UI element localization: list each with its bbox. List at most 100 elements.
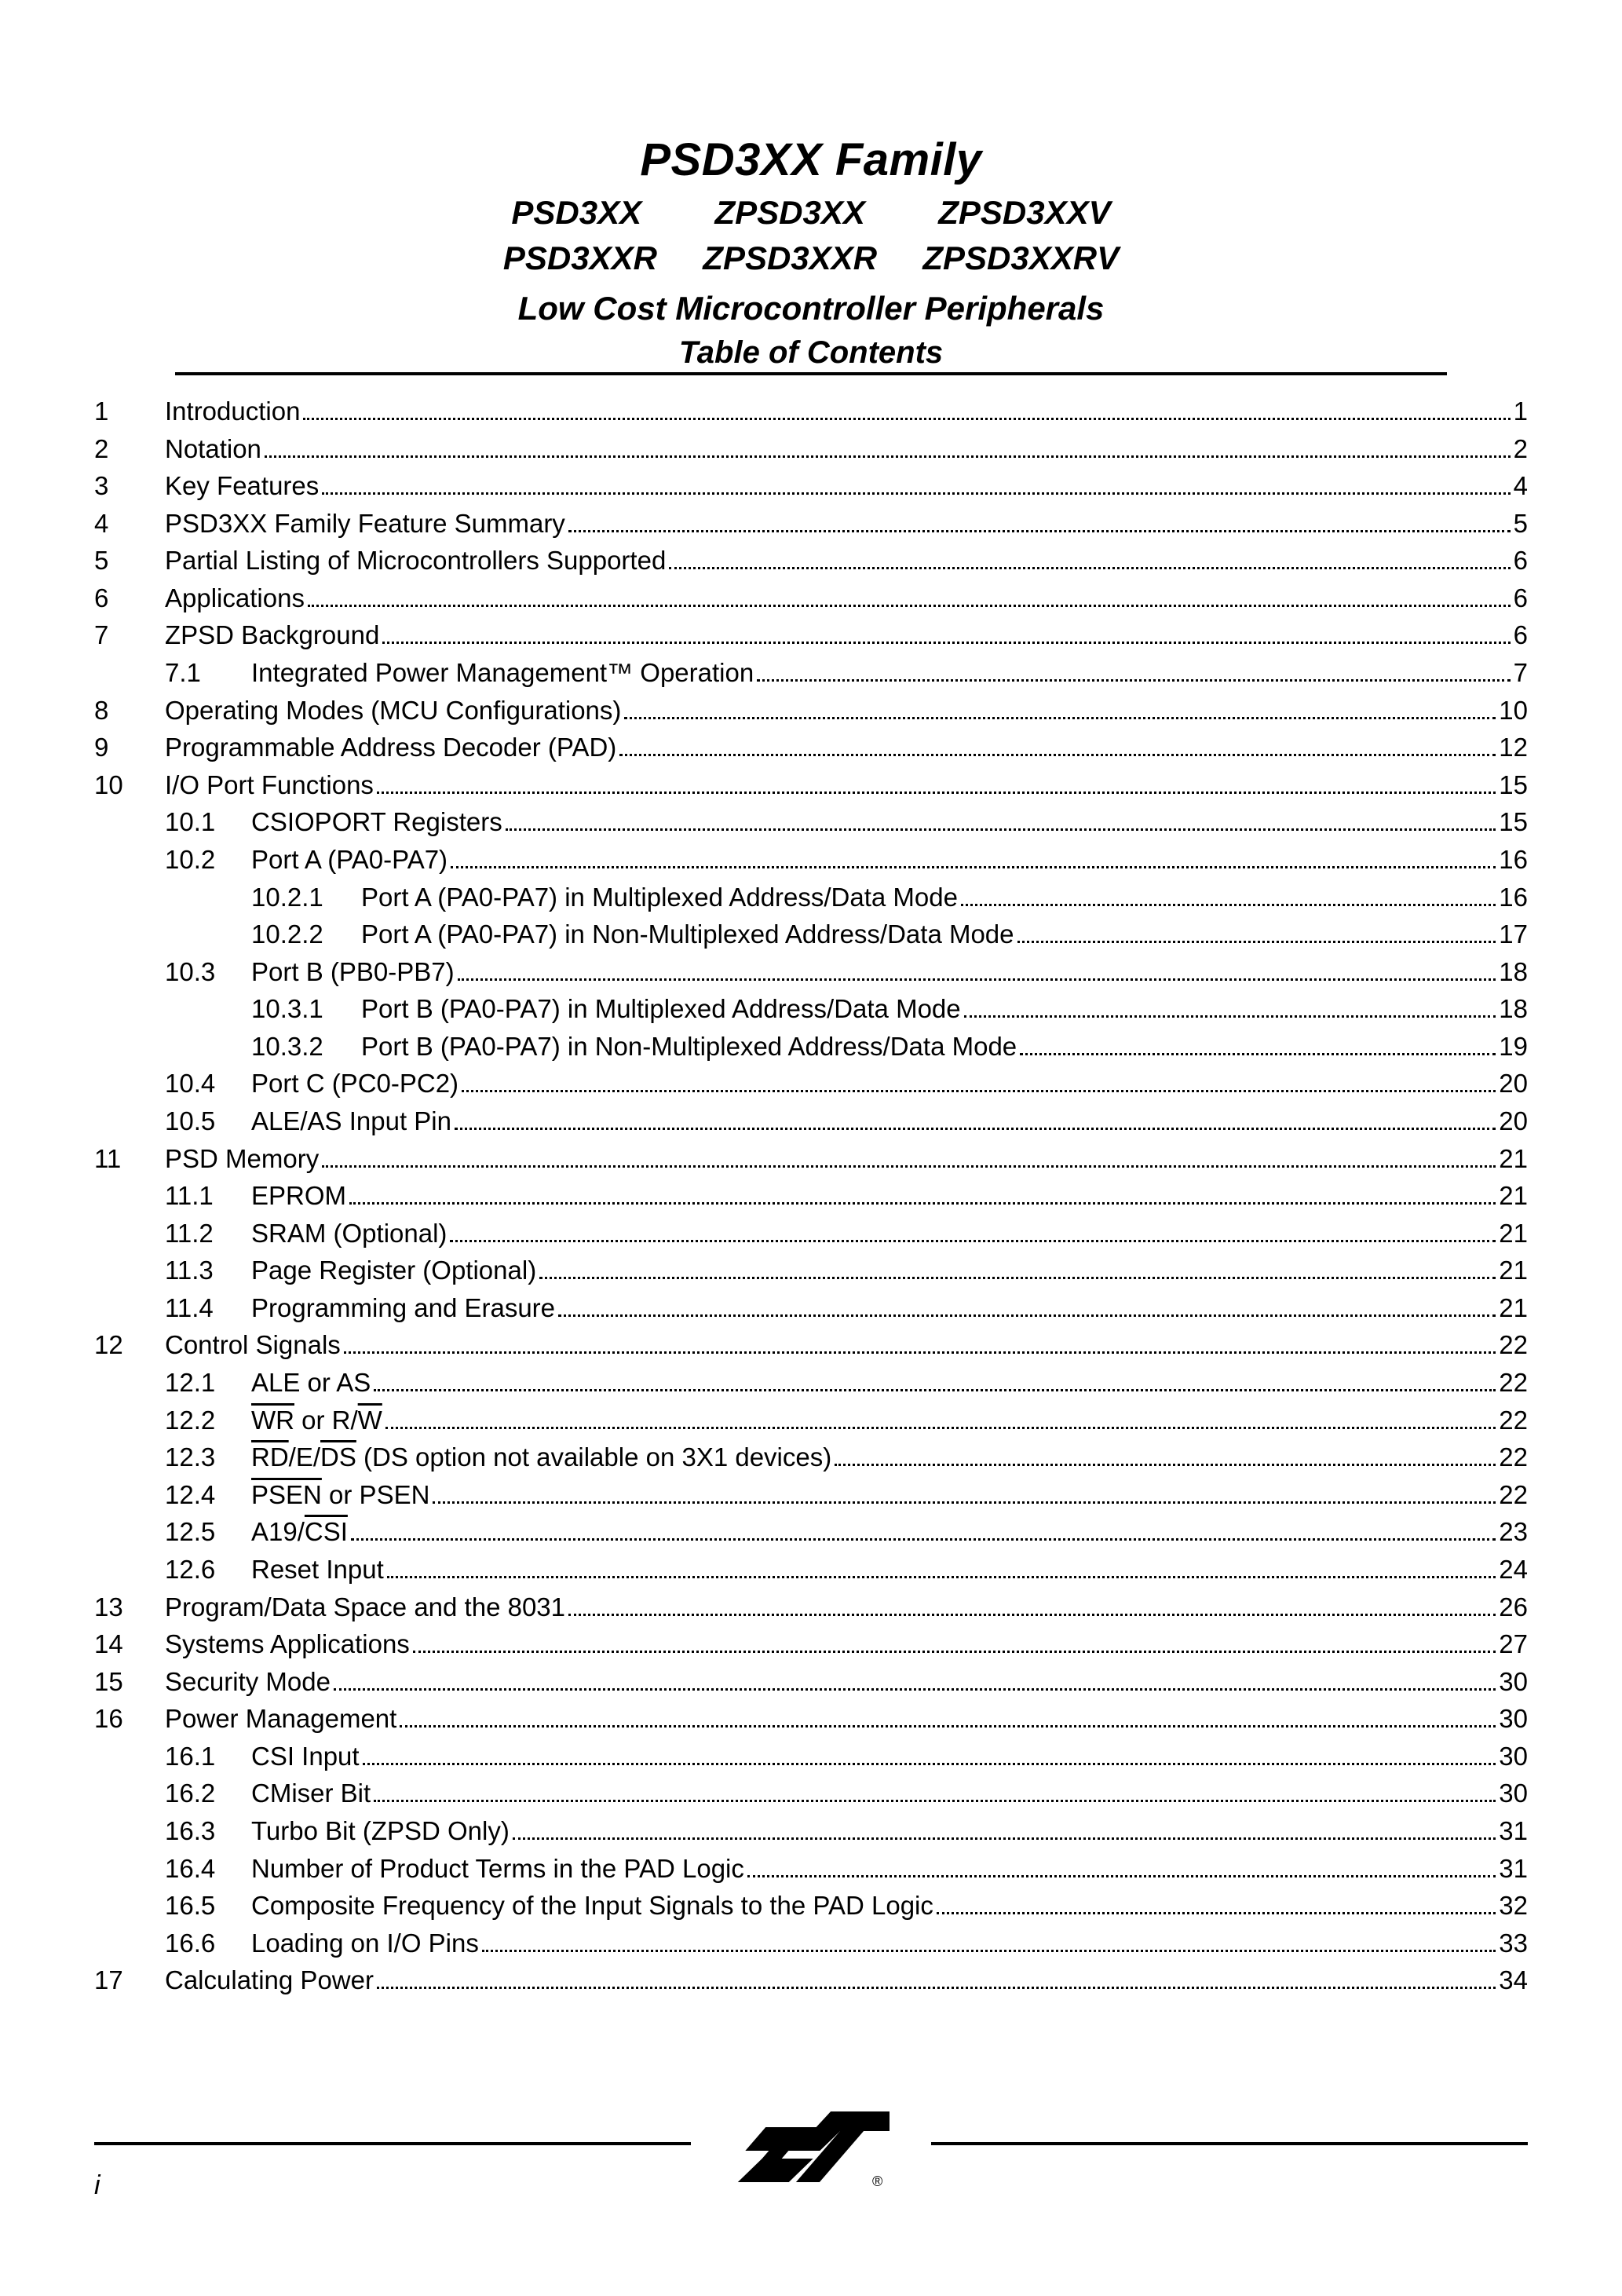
- toc-entry[interactable]: 16Power Management 30: [94, 1703, 1528, 1735]
- toc-subnumber: 10.2: [165, 844, 251, 876]
- toc-entry[interactable]: 3Key Features4: [94, 470, 1528, 503]
- toc-entry[interactable]: 10.3.1Port B (PA0-PA7) in Multiplexed Ad…: [94, 993, 1528, 1026]
- toc-entry[interactable]: 5Partial Listing of Microcontrollers Sup…: [94, 545, 1528, 577]
- toc-leader-dots: [757, 679, 1510, 682]
- toc-entry[interactable]: 10.4Port C (PC0-PC2)20: [94, 1068, 1528, 1100]
- toc-text: Port B (PA0-PA7) in Multiplexed Address/…: [361, 993, 961, 1026]
- toc-entry[interactable]: 12.5A19/CSI23: [94, 1516, 1528, 1548]
- toc-entry[interactable]: 10.3Port B (PB0-PB7)18: [94, 956, 1528, 989]
- toc-entry[interactable]: 12.3RD/E/DS (DS option not available on …: [94, 1442, 1528, 1474]
- toc-subnumber: 11.1: [165, 1180, 251, 1212]
- toc-leader-dots: [334, 1688, 1496, 1691]
- toc-leader-dots: [669, 567, 1510, 569]
- toc-entry[interactable]: 16.1CSI Input30: [94, 1741, 1528, 1773]
- toc-leader-dots: [558, 1314, 1496, 1317]
- toc-entry[interactable]: 10.3.2Port B (PA0-PA7) in Non-Multiplexe…: [94, 1031, 1528, 1063]
- toc-entry[interactable]: 9Programmable Address Decoder (PAD)12: [94, 732, 1528, 764]
- toc-entry[interactable]: 12.1ALE or AS22: [94, 1367, 1528, 1399]
- toc-text: ALE/AS Input Pin: [251, 1106, 451, 1138]
- toc-leader-dots: [344, 1351, 1496, 1354]
- toc-page: 34: [1499, 1965, 1528, 1997]
- toc-entry[interactable]: 13Program/Data Space and the 8031 26: [94, 1592, 1528, 1624]
- toc-number: 12: [94, 1329, 165, 1362]
- toc-number: 17: [94, 1965, 165, 1997]
- toc-entry[interactable]: 16.4Number of Product Terms in the PAD L…: [94, 1853, 1528, 1885]
- toc-entry[interactable]: 14Systems Applications27: [94, 1629, 1528, 1661]
- toc-page: 20: [1499, 1106, 1528, 1138]
- toc-text: Port C (PC0-PC2): [251, 1068, 458, 1100]
- toc-entry[interactable]: 16.3Turbo Bit (ZPSD Only)31: [94, 1815, 1528, 1848]
- toc-page: 6: [1514, 545, 1528, 577]
- doc-subtitle: Low Cost Microcontroller Peripherals: [94, 290, 1528, 327]
- toc-entry[interactable]: 11.3Page Register (Optional)21: [94, 1255, 1528, 1287]
- toc-entry[interactable]: 12.2WR or R/W22: [94, 1405, 1528, 1437]
- toc-entry[interactable]: 10.5ALE/AS Input Pin20: [94, 1106, 1528, 1138]
- toc-entry[interactable]: 10.2.1Port A (PA0-PA7) in Multiplexed Ad…: [94, 882, 1528, 914]
- toc-entry[interactable]: 4PSD3XX Family Feature Summary5: [94, 508, 1528, 540]
- toc-entry[interactable]: 12.4PSEN or PSEN22: [94, 1479, 1528, 1512]
- toc-title: Table of Contents: [175, 335, 1447, 375]
- toc-page: 32: [1499, 1890, 1528, 1922]
- toc-text: Programmable Address Decoder (PAD): [165, 732, 616, 764]
- toc-number: 13: [94, 1592, 165, 1624]
- footer: ® i: [94, 2092, 1528, 2202]
- toc-text: ZPSD Background: [165, 620, 379, 652]
- footer-rule-left: [94, 2142, 691, 2145]
- toc-text: Loading on I/O Pins: [251, 1928, 479, 1960]
- toc-text: ALE or AS: [251, 1367, 371, 1399]
- toc-subnumber: 16.2: [165, 1778, 251, 1810]
- toc-subsubnumber: 10.2.1: [251, 882, 361, 914]
- toc-leader-dots: [747, 1875, 1496, 1877]
- toc-page: 6: [1514, 583, 1528, 615]
- toc-entry[interactable]: 2Notation2: [94, 433, 1528, 466]
- toc-page: 17: [1499, 919, 1528, 951]
- toc-entry[interactable]: 10I/O Port Functions15: [94, 770, 1528, 802]
- toc-text: Key Features: [165, 470, 319, 503]
- toc-page: 30: [1499, 1703, 1528, 1735]
- toc-text: PSD3XX Family Feature Summary: [165, 508, 565, 540]
- toc-page: 10: [1499, 695, 1528, 727]
- toc-leader-dots: [400, 1725, 1496, 1727]
- toc-entry[interactable]: 12Control Signals22: [94, 1329, 1528, 1362]
- toc-text: Composite Frequency of the Input Signals…: [251, 1890, 933, 1922]
- toc-entry[interactable]: 10.2.2Port A (PA0-PA7) in Non-Multiplexe…: [94, 919, 1528, 951]
- toc-text: WR or R/W: [251, 1405, 382, 1437]
- toc-page: 26: [1499, 1592, 1528, 1624]
- toc-text: Systems Applications: [165, 1629, 410, 1661]
- toc-entry[interactable]: 11PSD Memory21: [94, 1143, 1528, 1175]
- toc-entry[interactable]: 15Security Mode30: [94, 1666, 1528, 1698]
- toc-entry[interactable]: 8Operating Modes (MCU Configurations)10: [94, 695, 1528, 727]
- toc-text: Reset Input: [251, 1554, 384, 1586]
- toc-text: CSIOPORT Registers: [251, 806, 502, 839]
- toc-page: 22: [1499, 1479, 1528, 1512]
- toc-entry[interactable]: 1Introduction1: [94, 396, 1528, 428]
- toc-entry[interactable]: 16.6Loading on I/O Pins33: [94, 1928, 1528, 1960]
- toc-entry[interactable]: 12.6Reset Input24: [94, 1554, 1528, 1586]
- toc-entry[interactable]: 16.5Composite Frequency of the Input Sig…: [94, 1890, 1528, 1922]
- toc-number: 16: [94, 1703, 165, 1735]
- toc-subsubnumber: 10.3.2: [251, 1031, 361, 1063]
- toc-text: Program/Data Space and the 8031: [165, 1592, 565, 1624]
- toc-entry[interactable]: 7ZPSD Background6: [94, 620, 1528, 652]
- toc-leader-dots: [568, 1614, 1496, 1616]
- toc-entry[interactable]: 7.1Integrated Power Management™ Operatio…: [94, 657, 1528, 689]
- toc-page: 30: [1499, 1778, 1528, 1810]
- toc-entry[interactable]: 11.2SRAM (Optional)21: [94, 1218, 1528, 1250]
- toc-text: Port B (PB0-PB7): [251, 956, 455, 989]
- toc-subnumber: 12.4: [165, 1479, 251, 1512]
- toc-subnumber: 12.5: [165, 1516, 251, 1548]
- toc-entry[interactable]: 11.1EPROM21: [94, 1180, 1528, 1212]
- toc-number: 5: [94, 545, 165, 577]
- toc-text: Introduction: [165, 396, 300, 428]
- toc-number: 7: [94, 620, 165, 652]
- toc-entry[interactable]: 10.1CSIOPORT Registers15: [94, 806, 1528, 839]
- toc-entry[interactable]: 17Calculating Power34: [94, 1965, 1528, 1997]
- toc-entry[interactable]: 10.2Port A (PA0-PA7)16: [94, 844, 1528, 876]
- svg-text:®: ®: [872, 2174, 882, 2189]
- toc-entry[interactable]: 6Applications6: [94, 583, 1528, 615]
- toc-subnumber: 10.3: [165, 956, 251, 989]
- toc-entry[interactable]: 11.4Programming and Erasure21: [94, 1292, 1528, 1325]
- toc-text: Power Management: [165, 1703, 396, 1735]
- toc-page: 16: [1499, 882, 1528, 914]
- toc-entry[interactable]: 16.2CMiser Bit30: [94, 1778, 1528, 1810]
